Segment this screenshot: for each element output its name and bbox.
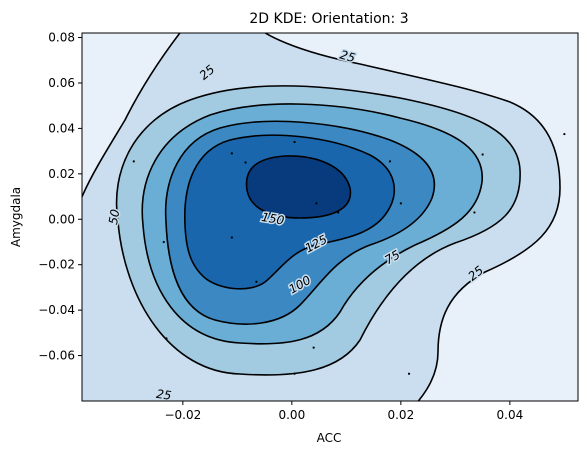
y-tick-label: 0.08 [48, 31, 75, 45]
x-tick-label: −0.02 [164, 408, 201, 422]
scatter-points [132, 132, 566, 375]
y-tick-label: −0.02 [38, 258, 75, 272]
data-point [563, 132, 566, 136]
data-point [407, 372, 411, 375]
data-point [337, 211, 340, 214]
data-point [162, 240, 165, 244]
y-tick-label: −0.04 [38, 303, 75, 317]
contour-fill-150 [245, 155, 352, 219]
y-tick-label: 0.06 [48, 76, 75, 90]
data-point [399, 202, 402, 205]
x-tick-label: 0.02 [387, 408, 414, 422]
x-tick-label: 0.04 [497, 408, 524, 422]
data-point [255, 280, 258, 283]
y-axis-ticks: −0.06 −0.04 −0.02 0.00 0.02 0.04 0.06 0.08 [38, 31, 82, 363]
data-point [293, 140, 296, 144]
data-point [312, 346, 315, 349]
data-point [293, 372, 296, 375]
y-tick-label: 0.02 [48, 167, 75, 181]
data-point [230, 236, 233, 239]
data-point [244, 161, 247, 164]
data-point [481, 153, 484, 156]
y-tick-label: −0.06 [38, 349, 75, 363]
data-point [388, 160, 392, 163]
x-axis-ticks: −0.02 0.00 0.02 0.04 [164, 401, 523, 422]
contour-label: 25 [338, 48, 357, 66]
data-point [165, 337, 168, 340]
y-tick-label: 0.04 [48, 121, 75, 135]
contour-group [82, 33, 561, 401]
data-point [132, 160, 135, 163]
y-tick-label: 0.00 [48, 212, 75, 226]
plot-frame [81, 32, 579, 402]
data-point [473, 211, 476, 214]
y-axis-label: Amygdala [9, 187, 23, 247]
x-axis-label: ACC [317, 431, 342, 445]
data-point [315, 202, 318, 205]
data-point [230, 152, 233, 155]
contour-label: 25 [155, 387, 172, 403]
x-tick-label: 0.00 [278, 408, 305, 422]
contour-label: 50 [106, 208, 123, 226]
contour-label: 150 [260, 210, 285, 228]
chart-title: 2D KDE: Orientation: 3 [249, 11, 408, 27]
